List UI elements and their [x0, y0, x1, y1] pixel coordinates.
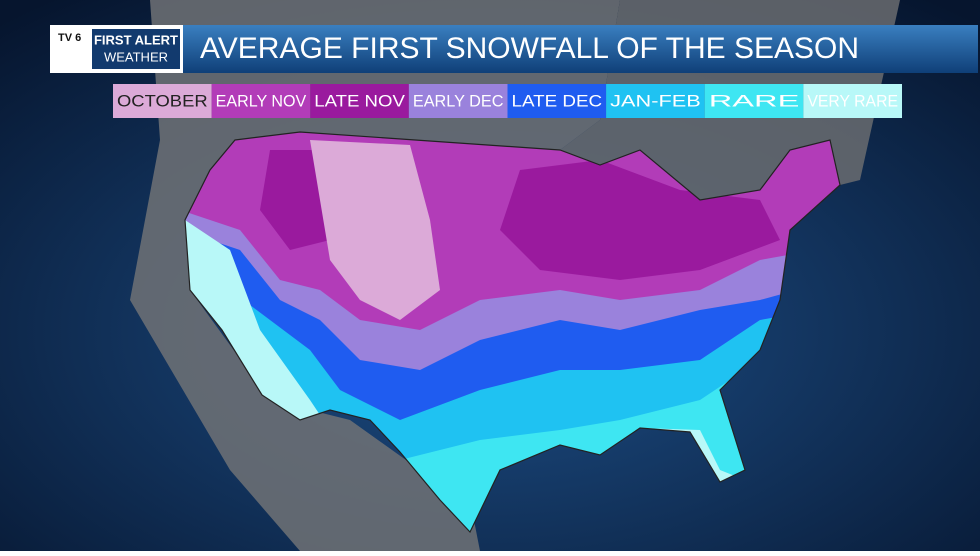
logo-line1: FIRST ALERT	[94, 32, 178, 47]
logo-panel	[92, 29, 180, 69]
legend: OCTOBER EARLY NOV LATE NOV EARLY DEC LATE DE…	[113, 84, 902, 118]
legend-label: VERY RARE	[807, 91, 898, 110]
legend-swatch	[408, 84, 508, 118]
legend-label: EARLY NOV	[216, 91, 307, 110]
legend-label: LATE DEC	[512, 91, 603, 110]
title-bar	[183, 25, 978, 73]
zone	[310, 140, 440, 320]
legend-label: LATE NOV	[314, 91, 405, 110]
legend-swatch	[310, 84, 409, 118]
title: AVERAGE FIRST SNOWFALL OF THE SEASON	[200, 32, 859, 65]
logo-line2: WEATHER	[104, 49, 168, 64]
legend-swatch	[606, 84, 705, 118]
legend-swatch	[113, 84, 212, 118]
logo-station: TV 6	[58, 32, 81, 44]
legend-swatch	[507, 84, 607, 118]
legend-swatch	[211, 84, 311, 118]
zone	[500, 160, 780, 280]
legend-label: OCTOBER	[117, 91, 208, 110]
legend-swatch	[803, 84, 902, 118]
legend-swatch	[704, 84, 804, 118]
zone	[185, 220, 330, 430]
legend-label: EARLY DEC	[413, 91, 504, 110]
legend-label: JAN-FEB	[610, 91, 701, 110]
legend-label: RARE	[709, 91, 800, 110]
